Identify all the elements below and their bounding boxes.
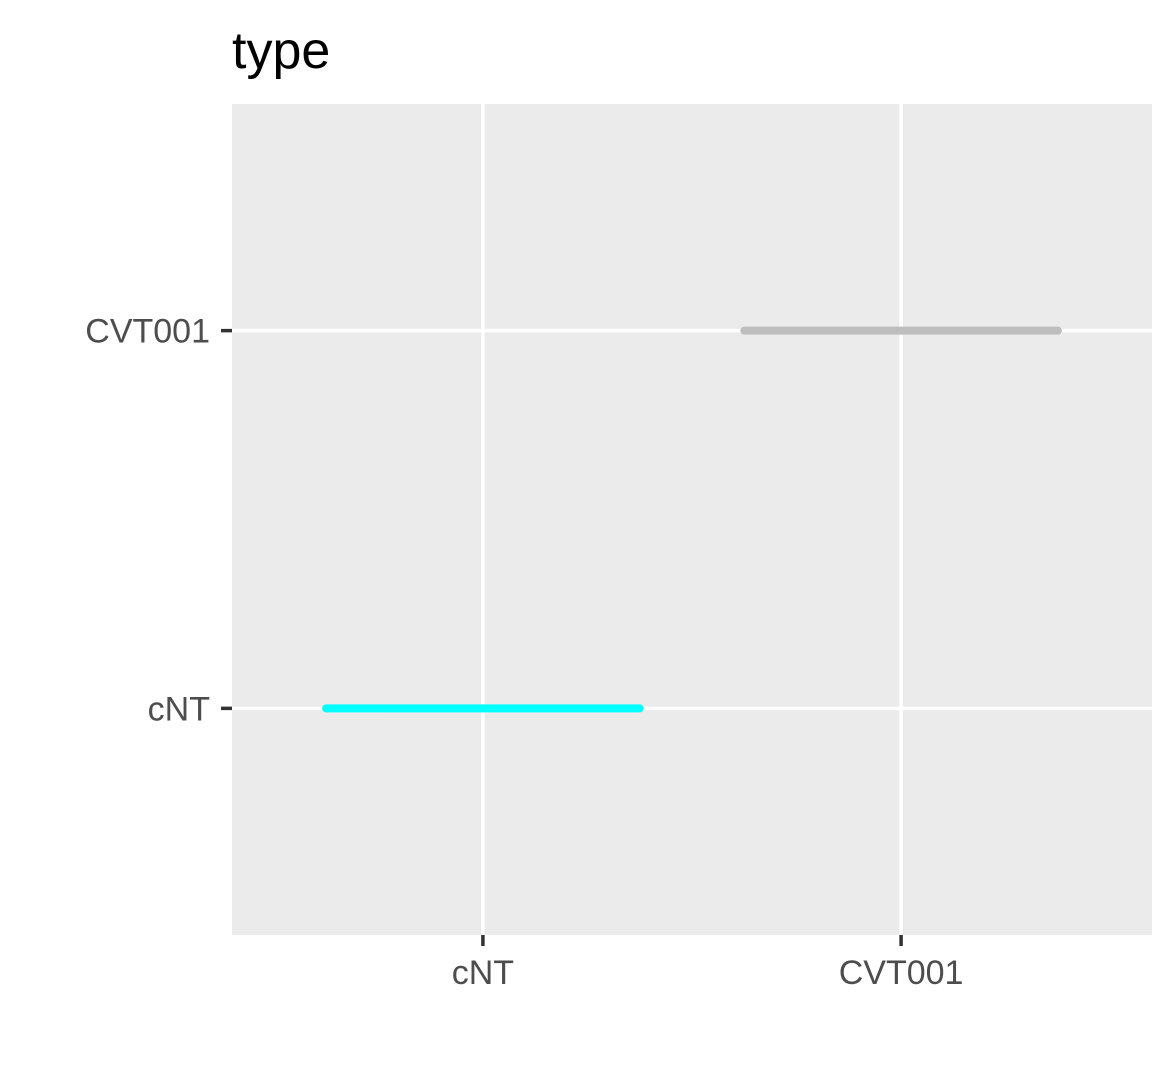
x-tick-label: CVT001 (839, 954, 964, 992)
x-tick-label: cNT (452, 954, 514, 992)
chart-title: type (232, 22, 330, 80)
data-segments (322, 326, 1062, 713)
y-tick-label: CVT001 (85, 313, 210, 351)
plot-panel (232, 104, 1152, 935)
y-axis: cNT CVT001 (85, 313, 232, 728)
x-axis: cNT CVT001 (452, 935, 964, 992)
y-tick-label: cNT (148, 690, 210, 728)
